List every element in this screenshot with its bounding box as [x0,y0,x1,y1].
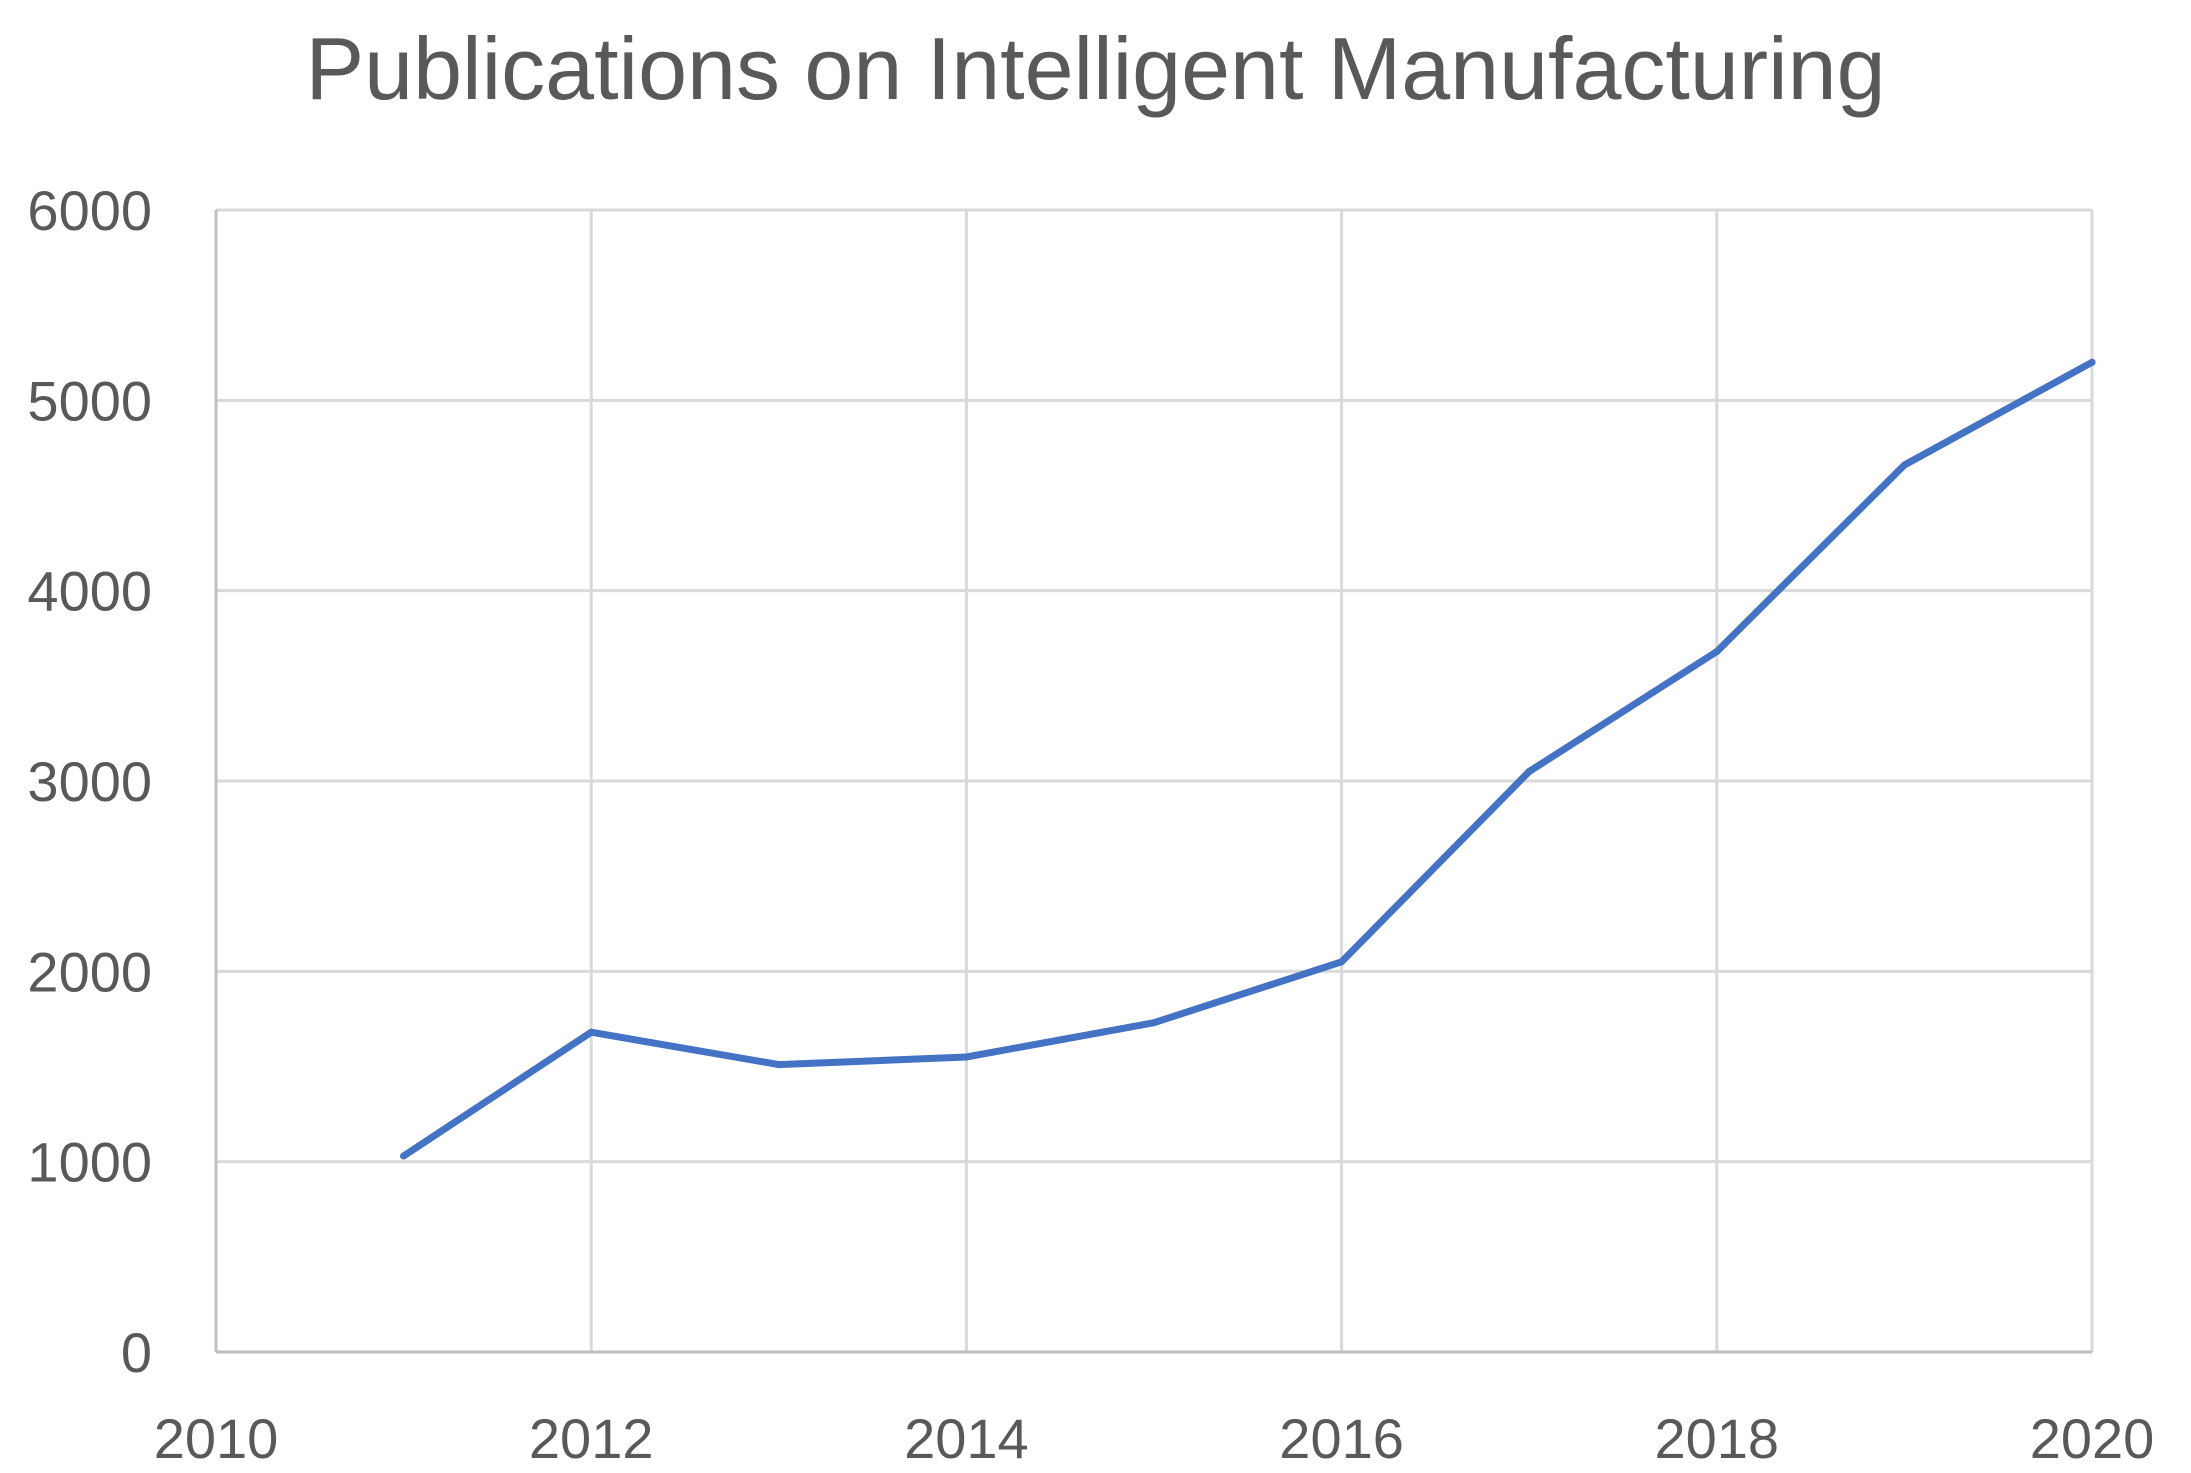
axes [214,210,2092,1354]
x-tick-label: 2020 [2030,1407,2155,1470]
chart-title: Publications on Intelligent Manufacturin… [305,19,1886,118]
data-point [1525,767,1533,775]
x-tick-label: 2014 [904,1407,1029,1470]
series-layer [400,358,2096,1160]
data-point [587,1028,595,1036]
data-point [1338,958,1346,966]
y-tick-label: 1000 [27,1131,152,1194]
data-point [1900,461,1908,469]
data-point [400,1152,408,1160]
y-tick-label: 6000 [27,179,152,242]
x-tick-label: 2012 [529,1407,654,1470]
y-tick-label: 0 [121,1321,152,1384]
y-tick-label: 5000 [27,369,152,432]
data-point [2088,358,2096,366]
data-point [775,1061,783,1069]
series-line [400,358,2096,1160]
x-tick-label: 2016 [1279,1407,1404,1470]
data-point [1150,1019,1158,1027]
x-tick-label: 2018 [1655,1407,1780,1470]
y-tick-label: 3000 [27,750,152,813]
x-tick-label: 2010 [154,1407,279,1470]
tick-labels: 0 1000 2000 3000 4000 5000 6000 2010 2012 2014 201… [27,179,2154,1470]
data-point [1713,648,1721,656]
grid-lines [214,208,2094,1352]
data-point [962,1053,970,1061]
y-tick-label: 2000 [27,940,152,1003]
y-tick-label: 4000 [27,560,152,623]
